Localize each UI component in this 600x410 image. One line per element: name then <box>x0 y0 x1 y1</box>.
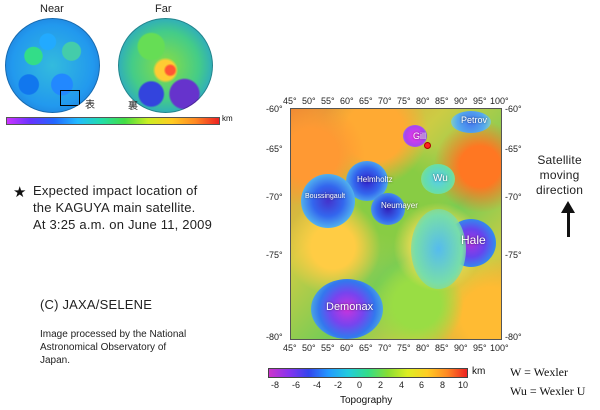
up-arrow-icon <box>561 201 575 213</box>
crater-boussingault-area <box>301 174 355 228</box>
lat-tick: -70° <box>266 192 283 202</box>
direction-line-3: direction <box>536 183 584 197</box>
lon-tick: 50° <box>302 96 316 106</box>
lon-tick: 75° <box>397 343 411 353</box>
crater-wu-area <box>421 164 455 194</box>
lon-tick: 55° <box>321 343 335 353</box>
topo-tick: 8 <box>440 380 446 390</box>
star-icon: ★ <box>13 184 27 201</box>
lat-tick: -80° <box>505 332 522 342</box>
direction-line-1: Satellite <box>537 153 582 167</box>
topo-tick: -2 <box>334 380 343 390</box>
legend-wexler: W = Wexler <box>510 365 569 379</box>
caption-line-2: the KAGUYA main satellite. <box>33 200 196 215</box>
lon-tick: 70° <box>378 96 392 106</box>
lon-tick: 65° <box>359 343 373 353</box>
label-boussingault: Boussingault <box>305 193 346 200</box>
crater-demonax-area <box>311 279 383 339</box>
caption-line-1: Expected impact location of <box>33 183 198 198</box>
label-petrov: Petrov <box>461 115 488 125</box>
topography-scale <box>268 368 468 378</box>
lon-tick: 90° <box>454 343 468 353</box>
lon-tick: 95° <box>473 96 487 106</box>
lon-tick: 65° <box>359 96 373 106</box>
lon-tick: 95° <box>473 343 487 353</box>
lat-tick: -75° <box>505 250 522 260</box>
lon-tick: 45° <box>283 343 297 353</box>
lon-tick: 70° <box>378 343 392 353</box>
topo-tick: -6 <box>292 380 301 390</box>
crater-neumayer-area <box>371 193 405 225</box>
far-kanji-label: 裏 <box>128 101 138 112</box>
region-box <box>60 90 80 106</box>
label-demonax: Demonax <box>326 301 374 313</box>
copyright: (C) JAXA/SELENE <box>40 297 153 312</box>
processing-line-3: Japan. <box>40 355 71 366</box>
topo-tick: 0 <box>357 380 363 390</box>
lon-tick: 50° <box>302 343 316 353</box>
processing-line-1: Image processed by the National <box>40 329 187 340</box>
lat-tick: -80° <box>266 332 283 342</box>
lon-tick: 60° <box>340 96 354 106</box>
near-side-globe <box>5 18 100 113</box>
lon-tick: 80° <box>416 96 430 106</box>
small-scale-unit: km <box>222 114 233 123</box>
lon-tick: 85° <box>435 96 449 106</box>
topography-title: Topography <box>340 395 393 406</box>
far-side-label: Far <box>155 3 172 15</box>
small-elevation-scale <box>6 117 220 125</box>
lon-tick: 80° <box>416 343 430 353</box>
lon-tick: 90° <box>454 96 468 106</box>
topo-tick: 2 <box>378 380 384 390</box>
label-wu: Wu <box>433 173 448 184</box>
lowland-area <box>411 209 466 289</box>
lat-tick: -60° <box>266 104 283 114</box>
lon-tick: 100° <box>490 96 509 106</box>
lat-tick: -60° <box>505 104 522 114</box>
topography-unit: km <box>472 366 486 377</box>
caption-line-3: At 3:25 a.m. on June 11, 2009 <box>33 217 213 232</box>
impact-marker <box>425 143 430 148</box>
direction-line-2: moving <box>539 168 580 182</box>
lon-tick: 55° <box>321 96 335 106</box>
lon-tick: 100° <box>490 343 509 353</box>
legend-wexler-u: Wu = Wexler U <box>510 384 586 398</box>
lat-tick: -65° <box>266 144 283 154</box>
topo-tick: 4 <box>399 380 405 390</box>
topo-tick: -8 <box>271 380 280 390</box>
lon-tick: 60° <box>340 343 354 353</box>
up-arrow-shaft <box>567 212 570 237</box>
topo-tick: 6 <box>419 380 425 390</box>
direction-label: Satellite moving direction <box>536 153 583 198</box>
impact-caption: Expected impact location of the KAGUYA m… <box>33 182 212 233</box>
lon-tick: 75° <box>397 96 411 106</box>
label-gill: Gill <box>413 131 426 141</box>
near-kanji-label: 表 <box>85 100 95 111</box>
processing-note: Image processed by the National Astronom… <box>40 328 186 367</box>
crater-petrov-area <box>451 111 491 133</box>
label-hale: Hale <box>461 233 486 247</box>
processing-line-2: Astronomical Observatory of <box>40 342 167 353</box>
lat-tick: -70° <box>505 192 522 202</box>
crater-gill-area <box>403 125 427 147</box>
lat-tick: -65° <box>505 144 522 154</box>
topo-tick: 10 <box>458 380 469 390</box>
label-helmholtz: Helmholtz <box>357 175 393 184</box>
far-side-globe <box>118 18 213 113</box>
topographic-map: Gill Petrov Helmholtz Wu Boussingault Ne… <box>290 108 502 340</box>
topo-tick: -4 <box>313 380 322 390</box>
lon-tick: 45° <box>283 96 297 106</box>
lon-tick: 85° <box>435 343 449 353</box>
lat-tick: -75° <box>266 250 283 260</box>
label-neumayer: Neumayer <box>381 201 418 210</box>
near-side-label: Near <box>40 3 64 15</box>
